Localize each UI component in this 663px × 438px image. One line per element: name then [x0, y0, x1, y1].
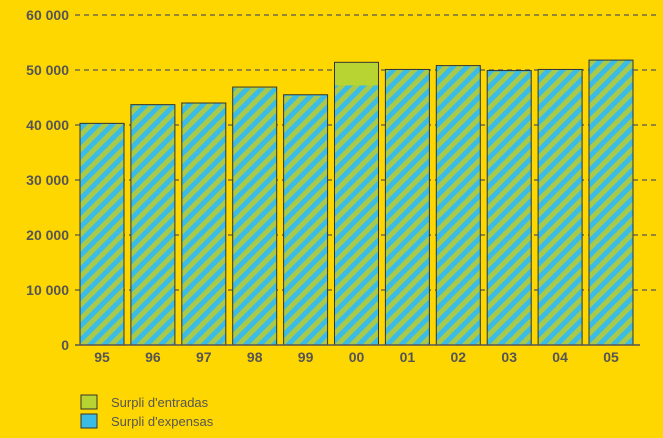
x-tick-label: 01 [400, 349, 416, 365]
x-tick-label: 98 [247, 349, 263, 365]
bar-group-00 [334, 61, 379, 346]
x-tick-label: 99 [298, 349, 314, 365]
bar-group-96 [130, 104, 176, 346]
bar-group-97 [181, 102, 227, 346]
y-tick-label: 50 000 [26, 62, 69, 78]
bar-group-03 [486, 70, 532, 346]
bar-overlap [232, 88, 277, 346]
legend-label-entradas: Surpli d'entradas [111, 395, 209, 410]
bar-group-98 [232, 86, 278, 346]
bar-overlap [436, 66, 481, 346]
bar-group-95 [79, 122, 125, 346]
legend-label-expensas: Surpli d'expensas [111, 414, 214, 429]
x-tick-label: 00 [349, 349, 365, 365]
bar-group-04 [537, 68, 583, 346]
bar-group-99 [283, 94, 329, 346]
bar-overlap [80, 123, 124, 345]
x-tick-label: 97 [196, 349, 212, 365]
bar-group-02 [435, 65, 481, 346]
bar-overlap [181, 103, 226, 345]
bar-group-05 [588, 59, 634, 346]
y-tick-label: 30 000 [26, 172, 69, 188]
bar-overlap [283, 95, 328, 345]
bar-overlap [385, 70, 430, 345]
bar-overlap [487, 71, 532, 346]
x-tick-label: 95 [94, 349, 110, 365]
x-axis-tick-labels: 95 96 97 98 99 00 01 02 03 04 05 [94, 349, 619, 365]
x-tick-label: 03 [501, 349, 517, 365]
bar-overlap [130, 105, 175, 345]
x-tick-label: 02 [451, 349, 467, 365]
y-tick-label: 40 000 [26, 117, 69, 133]
bar-group-01 [384, 68, 430, 346]
x-tick-label: 96 [145, 349, 161, 365]
y-tick-label: 20 000 [26, 227, 69, 243]
x-tick-label: 04 [552, 349, 568, 365]
bar-overlap [538, 70, 583, 345]
bar-overlap [589, 60, 633, 345]
legend-swatch-expensas [80, 413, 98, 429]
x-tick-label: 05 [603, 349, 619, 365]
y-tick-label: 0 [61, 337, 69, 353]
bars [79, 59, 634, 346]
bar-overlap [334, 85, 379, 346]
legend-swatch-entradas [80, 394, 98, 410]
legend: Surpli d'entradas Surpli d'expensas [80, 394, 214, 429]
y-tick-label: 10 000 [26, 282, 69, 298]
y-axis-tick-labels: 0 10 000 20 000 30 000 40 000 50 000 60 000 [26, 7, 69, 353]
y-tick-label: 60 000 [26, 7, 69, 23]
